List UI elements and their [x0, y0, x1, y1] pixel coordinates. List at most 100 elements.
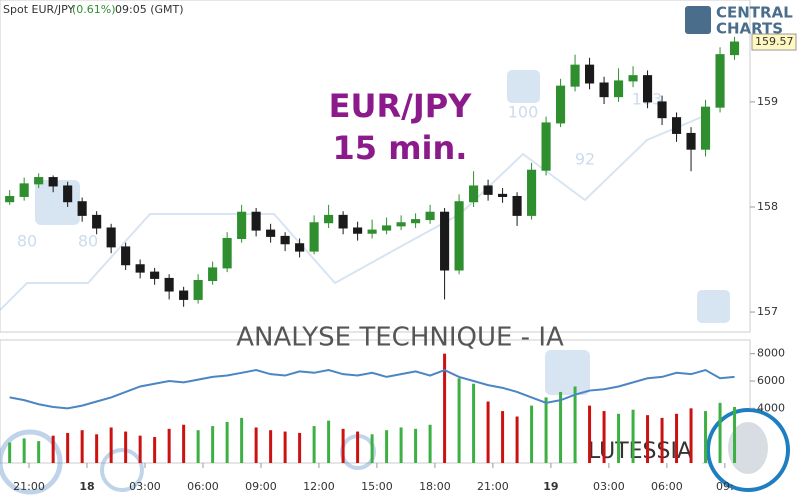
x-tick-label: 21:00 [477, 480, 509, 493]
candle-body [729, 41, 740, 56]
watermark-icon [35, 180, 80, 225]
candle-body [34, 177, 44, 185]
badge-box [578, 432, 702, 470]
candle-body [367, 229, 377, 234]
candle-body [48, 177, 58, 187]
volume-bar [298, 432, 302, 463]
volume-bar [675, 413, 679, 463]
volume-bar [327, 420, 331, 463]
volume-bar [51, 435, 55, 463]
volume-bar [457, 378, 461, 463]
candle-body [208, 267, 218, 282]
volume-bar [269, 430, 273, 463]
candle-body [222, 237, 232, 269]
y-tick-label: 159 [757, 95, 778, 108]
candle-body [382, 225, 392, 231]
volume-bar [428, 424, 432, 463]
indicator-line [9, 368, 735, 410]
volume-bar [8, 442, 12, 463]
watermark-label: 92 [575, 150, 595, 169]
candle-body [237, 211, 247, 239]
candle-body [19, 183, 29, 197]
volume-bar [501, 411, 505, 463]
candle-body [556, 85, 566, 124]
candle-body [324, 214, 334, 224]
x-tick-label: 03:00 [129, 480, 161, 493]
candle-body [63, 185, 73, 203]
chart-subtitle: 15 min. [333, 129, 468, 167]
last-price-box [751, 33, 797, 51]
candle-body [469, 185, 479, 203]
watermark-icon [697, 290, 730, 323]
candle-body [411, 219, 421, 224]
price-panel [0, 0, 751, 333]
x-tick-label: 09: [716, 480, 734, 493]
candle-body [266, 229, 276, 237]
candle-body [613, 80, 624, 98]
candle-body [512, 195, 522, 216]
candle-body [295, 243, 305, 252]
volume-bar [631, 409, 635, 463]
volume-bar [341, 428, 345, 463]
candle-body [338, 214, 348, 229]
candle-body [628, 75, 638, 82]
chart-title: EUR/JPY [329, 87, 473, 125]
volume-bar [515, 416, 519, 463]
volume-bar [37, 441, 41, 463]
candle-body [77, 201, 87, 216]
candle-body [121, 246, 131, 266]
x-tick-label: 21:00 [13, 480, 45, 493]
candle-body [179, 290, 189, 300]
volume-bar [196, 430, 200, 463]
volume-bar [617, 413, 621, 463]
candle-body [5, 195, 15, 203]
y-tick-label: 157 [757, 305, 778, 318]
watermark-icon [545, 350, 590, 395]
candle-body [642, 75, 653, 103]
volume-bar [588, 405, 592, 463]
brand: CHARTS [716, 20, 783, 38]
candle-body [106, 227, 116, 248]
volume-bar [660, 417, 664, 463]
candle-body [700, 106, 711, 150]
x-tick-label: 06:00 [651, 480, 683, 493]
candle-body [92, 214, 102, 229]
candle-body [280, 235, 290, 245]
volume-bar [370, 434, 374, 463]
symbol: Spot EUR/JPY [3, 3, 74, 16]
candle-body [527, 169, 537, 216]
watermark-icon [507, 70, 540, 103]
candle-body [309, 222, 319, 252]
watermark-icon [0, 429, 63, 495]
volume-bar [22, 438, 26, 463]
volume-bar [225, 422, 229, 463]
candle-body [454, 201, 464, 271]
x-tick-label: 15:00 [361, 480, 393, 493]
candle-body [657, 101, 667, 119]
x-tick-label: 06:00 [187, 480, 219, 493]
volume-bar [544, 397, 548, 463]
candle-body [585, 64, 595, 84]
volume-bar [312, 426, 316, 463]
candle-body [541, 122, 551, 171]
watermark-line [0, 113, 710, 311]
candle-body [135, 264, 145, 273]
volume-bar [211, 426, 215, 463]
candle-body [425, 211, 435, 221]
banner: ANALYSE TECHNIQUE - IA [236, 323, 564, 353]
volume-bar [80, 430, 84, 463]
volume-bar [254, 427, 258, 463]
volume-bar [486, 401, 490, 463]
candle-body [164, 277, 174, 292]
candle-body [599, 82, 609, 98]
volume-bar [704, 411, 708, 463]
volume-bar [718, 402, 722, 463]
y-tick-label: 6000 [757, 374, 785, 387]
volume-bar [240, 417, 244, 463]
x-tick-label: 18 [79, 480, 94, 493]
candle-body [251, 211, 261, 231]
watermark-label: 80 [78, 232, 98, 251]
volume-bar [414, 428, 418, 463]
watermark-label: 80 [17, 232, 37, 251]
